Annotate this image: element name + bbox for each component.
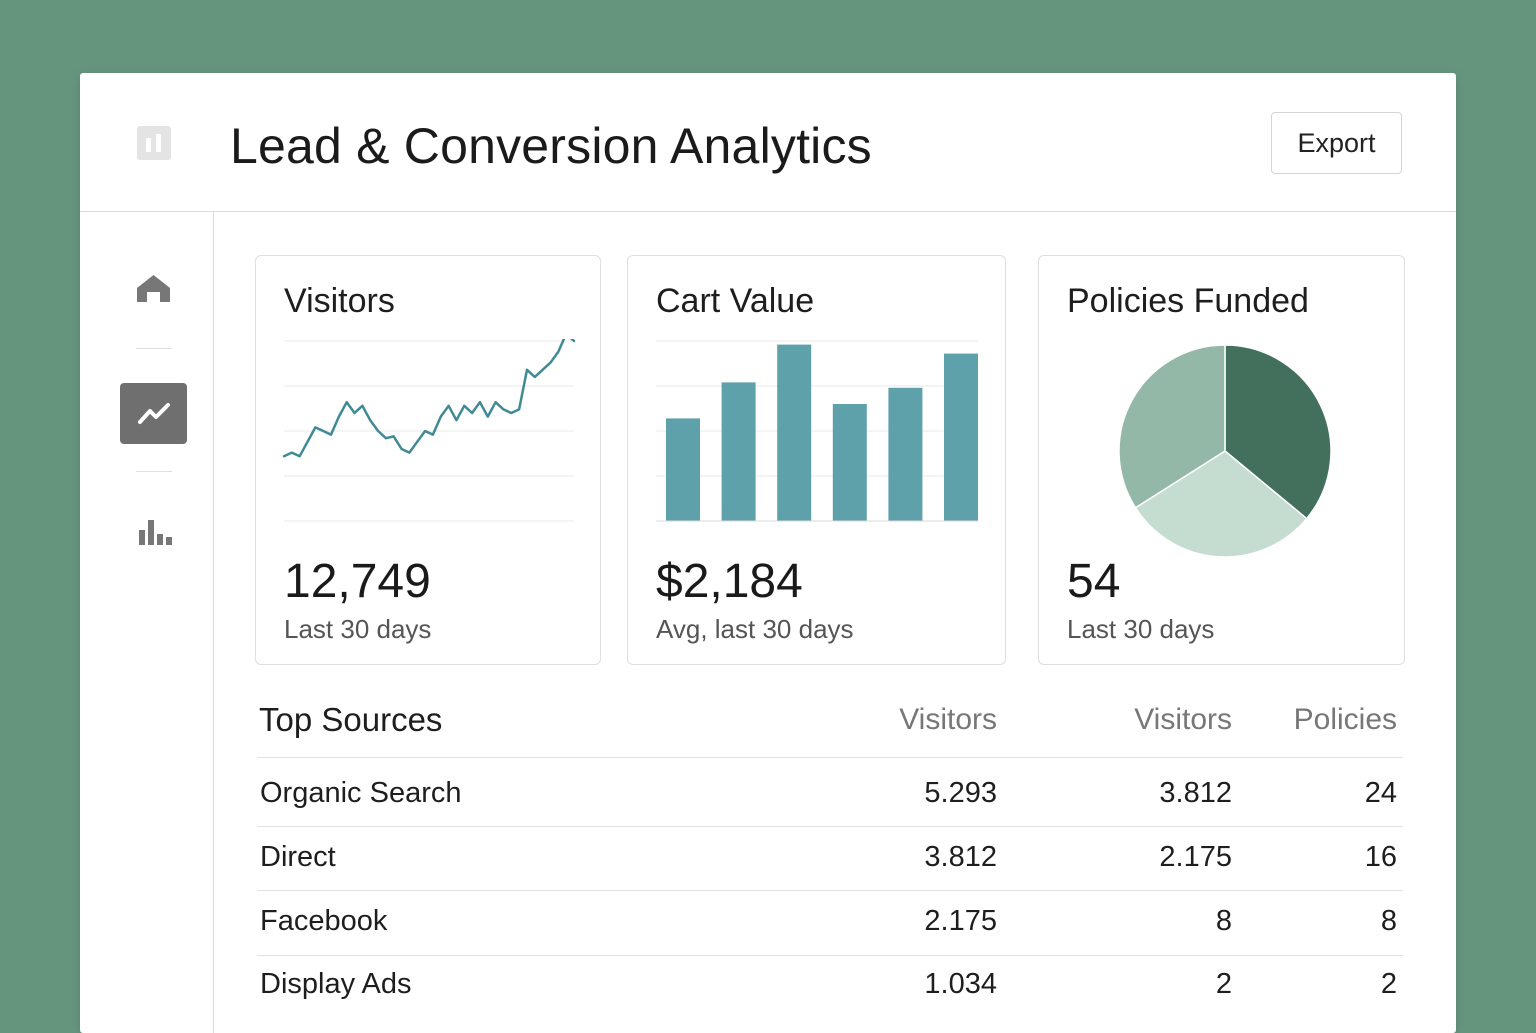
sidebar-item-reports[interactable] bbox=[120, 502, 187, 563]
table-cell: 5.293 bbox=[924, 777, 997, 810]
policies-card-title: Policies Funded bbox=[1067, 282, 1309, 321]
sidebar-item-trends[interactable] bbox=[120, 383, 187, 444]
table-row-source: Direct bbox=[260, 841, 336, 874]
table-cell: 8 bbox=[1381, 905, 1397, 938]
policies-pie-chart bbox=[1039, 336, 1406, 566]
sidebar-item-home[interactable] bbox=[120, 259, 187, 320]
col-header-visitors-2: Visitors bbox=[1134, 703, 1232, 737]
cart-value-bar bbox=[666, 418, 700, 521]
visitors-series-line bbox=[284, 339, 574, 456]
table-cell: 24 bbox=[1365, 777, 1397, 810]
policies-funded-card: Policies Funded 54 Last 30 days bbox=[1038, 255, 1405, 665]
table-cell: 2.175 bbox=[1159, 841, 1232, 874]
cart-value-card: Cart Value $2,184 Avg, last 30 days bbox=[627, 255, 1006, 665]
visitors-card-title: Visitors bbox=[284, 282, 395, 321]
cart-value-bar bbox=[722, 382, 756, 521]
cart-value-period: Avg, last 30 days bbox=[656, 614, 854, 645]
table-cell: 3.812 bbox=[924, 841, 997, 874]
cart-value-bar bbox=[944, 354, 978, 521]
table-title: Top Sources bbox=[259, 701, 442, 739]
table-row-source: Facebook bbox=[260, 905, 387, 938]
policies-period: Last 30 days bbox=[1067, 614, 1214, 645]
table-cell: 3.812 bbox=[1159, 777, 1232, 810]
col-header-policies: Policies bbox=[1294, 703, 1397, 737]
table-row-source: Organic Search bbox=[260, 777, 462, 810]
bar-chart-icon bbox=[120, 502, 187, 563]
cart-value-card-title: Cart Value bbox=[656, 282, 814, 321]
table-cell: 1.034 bbox=[924, 968, 997, 1001]
cart-value-bar bbox=[777, 345, 811, 521]
cart-value-bar bbox=[888, 388, 922, 521]
table-cell: 2.175 bbox=[924, 905, 997, 938]
table-row-source: Display Ads bbox=[260, 968, 412, 1001]
cart-value-amount: $2,184 bbox=[656, 554, 803, 609]
dashboard-window: Lead & Conversion Analytics Export Visi bbox=[80, 73, 1456, 1033]
home-icon bbox=[120, 259, 187, 320]
visitors-period: Last 30 days bbox=[284, 614, 431, 645]
trend-line-icon bbox=[120, 383, 187, 444]
visitors-value: 12,749 bbox=[284, 554, 431, 609]
visitors-line-chart bbox=[256, 339, 602, 529]
export-button[interactable]: Export bbox=[1271, 112, 1402, 174]
sidebar bbox=[80, 212, 214, 1033]
visitors-card: Visitors 12,749 Last 30 days bbox=[255, 255, 601, 665]
cart-value-bar bbox=[833, 404, 867, 521]
policies-value: 54 bbox=[1067, 554, 1120, 609]
table-cell: 16 bbox=[1365, 841, 1397, 874]
cart-value-bar-chart bbox=[628, 339, 1007, 529]
app-logo-icon bbox=[137, 126, 171, 160]
page-title: Lead & Conversion Analytics bbox=[230, 117, 872, 175]
app-header: Lead & Conversion Analytics Export bbox=[80, 73, 1456, 212]
table-cell: 8 bbox=[1216, 905, 1232, 938]
table-cell: 2 bbox=[1381, 968, 1397, 1001]
table-cell: 2 bbox=[1216, 968, 1232, 1001]
col-header-visitors: Visitors bbox=[899, 703, 997, 737]
